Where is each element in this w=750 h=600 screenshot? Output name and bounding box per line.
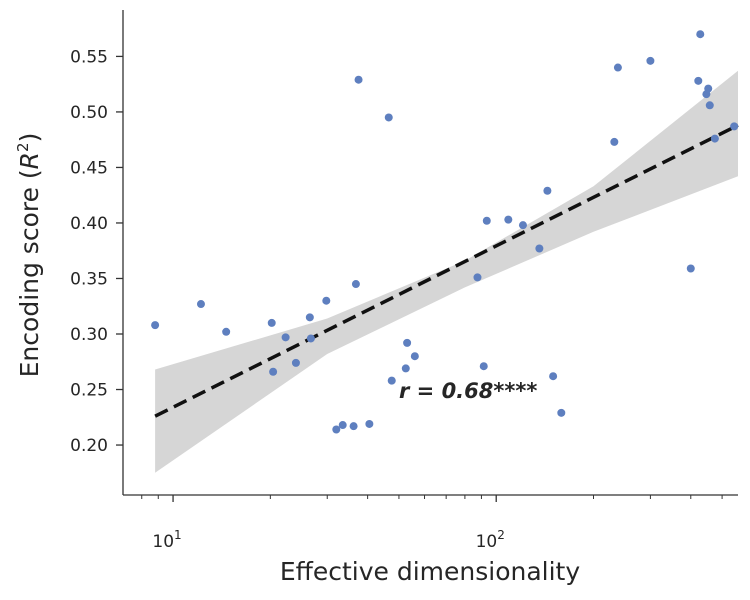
x-tick-label-base: 10 — [476, 532, 498, 552]
data-point — [610, 137, 619, 146]
y-tick-label: 0.55 — [70, 47, 108, 67]
x-tick-label: 102 — [476, 528, 505, 552]
x-tick-label-base: 10 — [152, 532, 174, 552]
x-tick-label-exponent: 1 — [174, 528, 182, 542]
data-point — [543, 186, 552, 195]
data-point — [730, 122, 739, 131]
y-axis-title-symbol: R — [15, 152, 44, 169]
data-point — [403, 338, 412, 347]
data-point — [549, 372, 558, 381]
data-point — [705, 101, 714, 110]
x-axis-title: Effective dimensionality — [280, 557, 581, 586]
data-point — [479, 362, 488, 371]
data-point — [518, 221, 527, 230]
data-point — [269, 367, 278, 376]
data-point — [306, 334, 315, 343]
y-tick-label: 0.40 — [70, 214, 108, 234]
data-point — [557, 408, 566, 417]
data-point — [504, 215, 513, 224]
y-tick-label: 0.45 — [70, 158, 108, 178]
data-point — [322, 296, 331, 305]
data-point — [613, 63, 622, 72]
data-point — [387, 376, 396, 385]
x-tick-label: 101 — [152, 528, 181, 552]
data-point — [694, 76, 703, 85]
data-point — [473, 273, 482, 282]
data-point — [365, 419, 374, 428]
data-point — [222, 327, 231, 336]
y-tick-label: 0.35 — [70, 269, 108, 289]
y-axis-title-prefix: Encoding score ( — [15, 169, 44, 377]
data-point — [710, 134, 719, 143]
regression-line — [154, 123, 739, 418]
data-point — [332, 425, 341, 434]
data-point — [305, 313, 314, 322]
data-point — [196, 300, 205, 309]
x-tick-label-exponent: 2 — [497, 528, 505, 542]
data-point — [291, 358, 300, 367]
correlation-annotation: r = 0.68**** — [399, 379, 537, 403]
data-point — [401, 364, 410, 373]
data-point — [281, 333, 290, 342]
data-point — [482, 216, 491, 225]
data-point — [704, 84, 713, 93]
data-point — [151, 321, 160, 330]
data-point — [267, 318, 276, 327]
data-point — [696, 30, 705, 39]
y-axis-title-superscript: 2 — [14, 142, 32, 152]
y-tick-label: 0.30 — [70, 325, 108, 345]
data-point — [349, 422, 358, 431]
data-point — [686, 264, 695, 273]
data-point — [338, 421, 347, 430]
data-point — [351, 280, 360, 289]
y-tick-label: 0.50 — [70, 103, 108, 123]
regression-line-layer — [154, 123, 739, 418]
y-tick-label: 0.25 — [70, 381, 108, 401]
scatter-points-layer — [151, 30, 739, 434]
y-axis-title: Encoding score (R2) — [14, 133, 44, 378]
data-point — [646, 56, 655, 65]
data-point — [410, 352, 419, 361]
data-point — [354, 75, 363, 84]
y-tick-label: 0.20 — [70, 436, 108, 456]
data-point — [384, 113, 393, 122]
y-axis-title-suffix: ) — [15, 133, 44, 143]
data-point — [535, 244, 544, 253]
